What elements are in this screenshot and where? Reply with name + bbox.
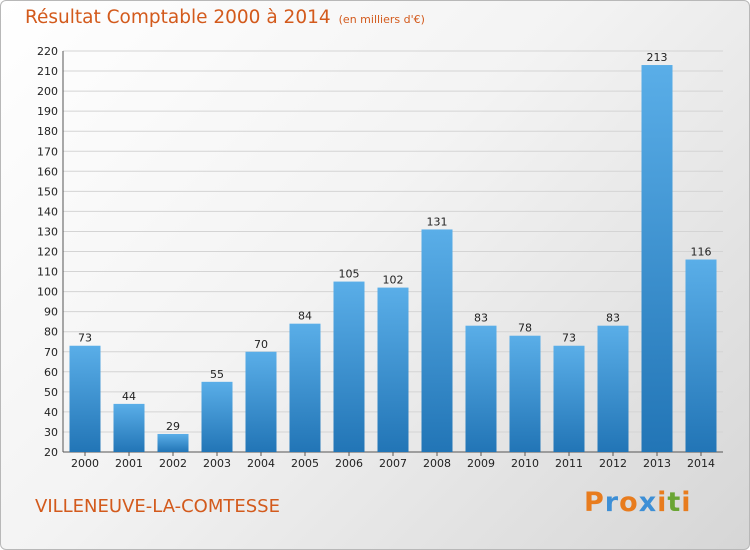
- x-tick-labels: 2000 2001 2002 2003 2004 2005 2006 2007 2008 2009…: [71, 457, 715, 470]
- bar: [685, 259, 717, 452]
- chart-title-text: Résultat Comptable 2000 à 2014: [25, 7, 331, 28]
- y-tick-label: 60: [44, 366, 58, 379]
- chart-subtitle: (en milliers d'€): [338, 13, 425, 26]
- bar: [421, 229, 453, 452]
- bar: [641, 65, 673, 452]
- logo-letter: i: [681, 487, 692, 518]
- bar: [157, 433, 189, 452]
- y-tick-label: 20: [44, 446, 58, 459]
- x-tick-label: 2008: [423, 457, 451, 470]
- data-label: 102: [383, 274, 404, 287]
- x-tick-label: 2002: [159, 457, 187, 470]
- x-tick-label: 2004: [247, 457, 275, 470]
- y-tick-label: 190: [37, 105, 58, 118]
- data-label: 70: [254, 338, 268, 351]
- commune-name: VILLENEUVE-LA-COMTESSE: [35, 496, 280, 517]
- data-label: 116: [691, 246, 712, 259]
- data-label: 73: [78, 332, 92, 345]
- bar: [245, 351, 277, 452]
- x-tick-label: 2000: [71, 457, 99, 470]
- proxiti-logo: Proxiti: [584, 487, 692, 518]
- y-tick-label: 30: [44, 426, 58, 439]
- y-tick-label: 80: [44, 326, 58, 339]
- data-label: 55: [210, 368, 224, 381]
- data-label: 44: [122, 390, 136, 403]
- bar: [465, 325, 497, 452]
- bar: [333, 281, 365, 452]
- x-tick-label: 2010: [511, 457, 539, 470]
- x-tick-label: 2011: [555, 457, 583, 470]
- bar: [509, 335, 541, 452]
- y-tick-label: 220: [37, 45, 58, 58]
- bar: [289, 323, 321, 452]
- logo-letter: i: [657, 487, 668, 518]
- data-label: 73: [562, 332, 576, 345]
- x-tick-label: 2013: [643, 457, 671, 470]
- y-tick-label: 50: [44, 386, 58, 399]
- logo-letter: r: [604, 487, 620, 518]
- bars: [69, 65, 717, 452]
- y-tick-label: 40: [44, 406, 58, 419]
- logo-letter: o: [619, 487, 639, 518]
- data-labels: 73 44 29 55 70 84 105 102 131 83 78 73 83 213 116: [78, 51, 712, 433]
- bar: [377, 287, 409, 452]
- data-label: 105: [339, 268, 360, 281]
- x-tick-label: 2003: [203, 457, 231, 470]
- logo-letter: P: [584, 487, 605, 518]
- y-tick-label: 210: [37, 65, 58, 78]
- y-tick-label: 120: [37, 246, 58, 259]
- data-label: 83: [474, 312, 488, 325]
- y-tick-label: 130: [37, 225, 58, 238]
- x-tick-label: 2005: [291, 457, 319, 470]
- x-tick-label: 2014: [687, 457, 715, 470]
- x-tick-label: 2001: [115, 457, 143, 470]
- data-label: 78: [518, 322, 532, 335]
- y-tick-labels: 20 30 40 50 60 70 80 90 100 110 120 130 140 150 160 170…: [37, 45, 58, 459]
- chart-title: Résultat Comptable 2000 à 2014 (en millie…: [25, 7, 425, 28]
- y-tick-label: 180: [37, 125, 58, 138]
- data-label: 83: [606, 312, 620, 325]
- x-tick-label: 2012: [599, 457, 627, 470]
- y-tick-label: 170: [37, 145, 58, 158]
- bar: [597, 325, 629, 452]
- y-tick-label: 160: [37, 165, 58, 178]
- data-label: 213: [647, 51, 668, 64]
- bar: [113, 403, 145, 452]
- y-tick-label: 70: [44, 346, 58, 359]
- bar: [553, 345, 585, 452]
- x-tick-label: 2007: [379, 457, 407, 470]
- data-label: 131: [427, 215, 448, 228]
- data-label: 29: [166, 420, 180, 433]
- y-tick-label: 100: [37, 286, 58, 299]
- logo-letter: t: [667, 487, 682, 518]
- bar: [69, 345, 101, 452]
- y-tick-label: 200: [37, 85, 58, 98]
- x-tick-label: 2009: [467, 457, 495, 470]
- logo-letter: x: [638, 487, 658, 518]
- y-tick-label: 150: [37, 185, 58, 198]
- x-tick-label: 2006: [335, 457, 363, 470]
- bar: [201, 381, 233, 452]
- y-tick-label: 110: [37, 266, 58, 279]
- y-tick-label: 140: [37, 205, 58, 218]
- data-label: 84: [298, 310, 312, 323]
- y-tick-label: 90: [44, 306, 58, 319]
